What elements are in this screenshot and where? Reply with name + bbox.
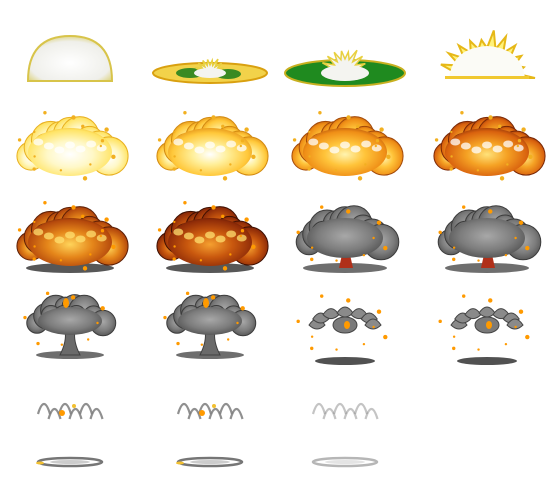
sprite-frame-f05 bbox=[16, 111, 129, 181]
sprite-frame-f14 bbox=[163, 291, 257, 359]
sprite-frame-f08 bbox=[433, 111, 546, 181]
sprite-frame-f15 bbox=[296, 294, 388, 365]
sprite-frame-f11 bbox=[295, 205, 400, 273]
sprite-frame-f13 bbox=[23, 291, 117, 359]
sprite-frame-f07 bbox=[291, 111, 404, 181]
sprite-frame-f19 bbox=[311, 402, 379, 420]
sprite-frame-f16 bbox=[438, 294, 530, 365]
sprite-frame-f03 bbox=[284, 49, 406, 87]
sprite-frame-f09 bbox=[16, 201, 129, 273]
sprite-frame-f23 bbox=[311, 456, 379, 468]
sprite-frame-f10 bbox=[156, 201, 269, 273]
sprite-frame-f22 bbox=[176, 456, 244, 468]
sprite-frame-f06 bbox=[156, 111, 269, 181]
sprite-frame-f12 bbox=[437, 205, 542, 273]
sprite-frame-f02 bbox=[152, 57, 268, 84]
sprite-frame-f21 bbox=[36, 456, 104, 468]
sprite-frame-f17 bbox=[36, 402, 104, 420]
sprite-frame-f01 bbox=[26, 34, 114, 82]
sprite-frame-f04 bbox=[440, 30, 536, 79]
sprite-frame-f18 bbox=[176, 402, 244, 420]
